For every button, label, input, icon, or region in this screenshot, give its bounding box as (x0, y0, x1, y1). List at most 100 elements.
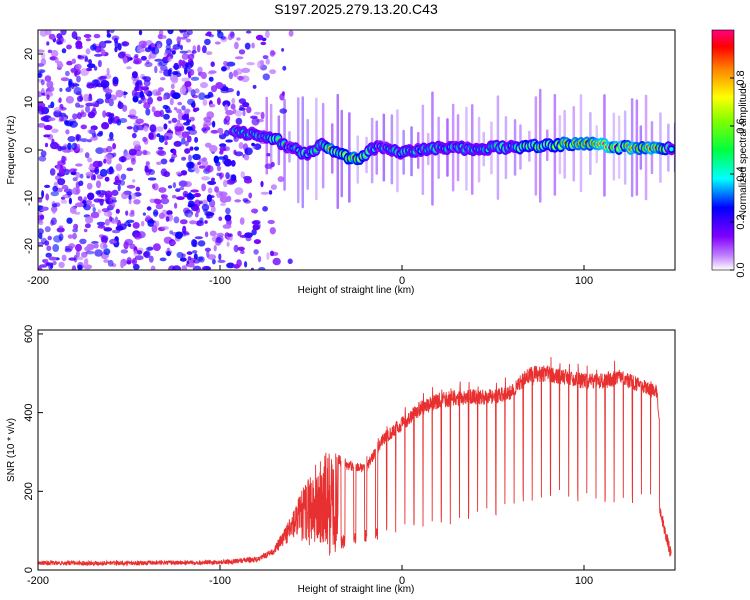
snr-frame (37, 329, 676, 571)
noise-blob (224, 115, 231, 122)
noise-blob (234, 199, 242, 203)
snr-ticks: -200 -100 0 100 0 200 400 600 (23, 325, 593, 587)
noise-blob (181, 105, 186, 111)
noise-blob (198, 92, 206, 100)
noise-blob (128, 148, 137, 156)
noise-blob (258, 267, 266, 270)
noise-blob (228, 71, 234, 80)
noise-blob (65, 96, 74, 104)
noise-blob (45, 193, 50, 201)
noise-blob (78, 104, 85, 108)
noise-blob (64, 248, 72, 253)
noise-blob (103, 227, 113, 232)
noise-blob (156, 133, 161, 138)
noise-blob (153, 209, 159, 217)
noise-blob (112, 143, 116, 150)
noise-blob (251, 142, 256, 147)
noise-blob (223, 61, 229, 66)
noise-blob (235, 117, 243, 125)
noise-blob (196, 44, 201, 53)
noise-blob (144, 61, 153, 68)
noise-blob (85, 38, 91, 42)
noise-blob (279, 108, 288, 114)
noise-blob (72, 232, 77, 240)
noise-blob (265, 58, 270, 65)
noise-blob (186, 135, 192, 143)
noise-blob (110, 219, 119, 224)
noise-blob (234, 56, 244, 60)
noise-blob (220, 36, 226, 40)
noise-blob (102, 82, 107, 90)
noise-blob (288, 30, 294, 37)
noise-blob (98, 198, 105, 203)
noise-blob (58, 168, 65, 175)
noise-blob (225, 139, 233, 143)
noise-blob (244, 261, 248, 268)
snr-panel: -200 -100 0 100 0 200 400 600 Height of straigh… (6, 325, 676, 595)
noise-blob (269, 250, 275, 257)
noise-blob (173, 216, 180, 224)
noise-blob (142, 212, 146, 216)
noise-blob (197, 161, 201, 166)
noise-blob (145, 108, 151, 116)
noise-blob (197, 66, 203, 74)
noise-blob (71, 142, 78, 151)
noise-blob (167, 30, 174, 35)
noise-blob (123, 241, 129, 250)
noise-blob (38, 266, 43, 270)
noise-blob (53, 110, 62, 118)
noise-blob (253, 239, 261, 245)
noise-blob (91, 101, 100, 107)
noise-blob (107, 138, 115, 142)
noise-blob (49, 86, 55, 92)
noise-blob (248, 192, 253, 199)
noise-blob (138, 30, 143, 36)
noise-blob (252, 224, 260, 231)
noise-blob (236, 75, 245, 81)
noise-blob (179, 219, 188, 225)
y-tick-label: -10 (23, 190, 35, 206)
noise-blob (181, 59, 186, 68)
noise-blob (44, 75, 52, 82)
chart-title: S197.2025.279.13.20.C43 (274, 1, 438, 17)
noise-blob (246, 62, 255, 66)
noise-blob (120, 261, 124, 269)
noise-blob (176, 196, 185, 201)
noise-blob (170, 83, 175, 90)
noise-blob (158, 135, 165, 143)
noise-blob (241, 67, 251, 73)
noise-blob (145, 161, 150, 166)
noise-blob (262, 206, 268, 212)
colorbar-tick-label: 0.4 (735, 166, 747, 181)
noise-blob (94, 53, 103, 57)
noise-blob (90, 125, 98, 131)
noise-blob (180, 170, 188, 176)
noise-blob (157, 150, 167, 157)
noise-blob (122, 104, 128, 112)
noise-blob (227, 233, 233, 238)
noise-blob (99, 193, 104, 198)
noise-blob (163, 113, 170, 120)
noise-blob (58, 97, 62, 103)
noise-blob (44, 184, 51, 188)
noise-blob (226, 241, 230, 247)
noise-blob (189, 116, 195, 122)
noise-blob (192, 153, 201, 161)
noise-blob (184, 80, 192, 88)
noise-blob (76, 134, 80, 142)
noise-blob (149, 124, 157, 133)
noise-blob (260, 111, 265, 120)
noise-blob (67, 234, 73, 239)
noise-blob (171, 117, 178, 123)
noise-blob (242, 198, 249, 203)
noise-blob (253, 143, 262, 150)
noise-blob (130, 193, 137, 200)
noise-blob (57, 178, 66, 186)
noise-blob (110, 116, 115, 123)
noise-blob (49, 168, 56, 176)
noise-blob (103, 259, 110, 263)
noise-blob (75, 202, 84, 208)
noise-blob (46, 262, 51, 266)
x-tick-label: 100 (575, 275, 593, 287)
noise-blob (281, 91, 285, 96)
